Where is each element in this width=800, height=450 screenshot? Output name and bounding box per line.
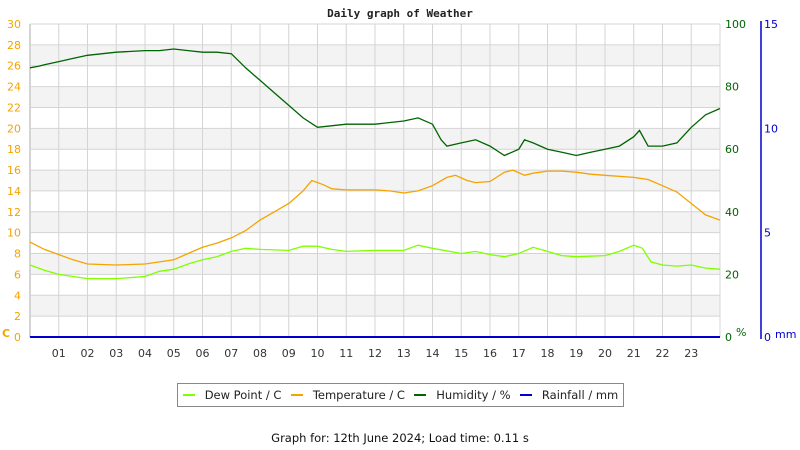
svg-text:24: 24: [7, 81, 21, 94]
rainfall-axis: 0 5 10 15 mm: [760, 18, 796, 344]
svg-text:22: 22: [656, 347, 670, 360]
svg-text:01: 01: [52, 347, 66, 360]
svg-text:18: 18: [7, 143, 21, 156]
legend-item-dew-point: Dew Point / C: [179, 388, 286, 402]
svg-text:20: 20: [7, 122, 21, 135]
svg-text:19: 19: [569, 347, 583, 360]
svg-text:03: 03: [109, 347, 123, 360]
svg-text:05: 05: [167, 347, 181, 360]
svg-text:06: 06: [196, 347, 210, 360]
svg-text:%: %: [736, 326, 746, 339]
legend: Dew Point / C Temperature / C Humidity /…: [177, 383, 624, 407]
svg-text:5: 5: [764, 227, 771, 240]
graph-footer: Graph for: 12th June 2024; Load time: 0.…: [271, 431, 529, 445]
legend-item-rainfall: Rainfall / mm: [516, 388, 622, 402]
svg-text:09: 09: [282, 347, 296, 360]
svg-text:12: 12: [7, 206, 21, 219]
svg-text:40: 40: [725, 206, 739, 219]
data-lines: [29, 48, 721, 338]
svg-text:100: 100: [725, 18, 746, 31]
svg-text:10: 10: [311, 347, 325, 360]
svg-text:4: 4: [14, 289, 21, 302]
svg-text:13: 13: [397, 347, 411, 360]
svg-text:07: 07: [224, 347, 238, 360]
svg-text:23: 23: [684, 347, 698, 360]
legend-label: Temperature / C: [312, 388, 405, 402]
dew-point-cline: [29, 244, 721, 280]
svg-text:80: 80: [725, 81, 739, 94]
svg-text:30: 30: [7, 18, 21, 31]
svg-text:08: 08: [253, 347, 267, 360]
svg-text:21: 21: [627, 347, 641, 360]
svg-text:16: 16: [7, 164, 21, 177]
legend-item-humidity: Humidity / %: [410, 388, 514, 402]
svg-text:11: 11: [339, 347, 353, 360]
rainfall-swatch-icon: [519, 394, 532, 396]
svg-text:6: 6: [14, 268, 21, 281]
humidity-swatch-icon: [414, 394, 427, 396]
svg-text:28: 28: [7, 39, 21, 52]
svg-text:14: 14: [426, 347, 440, 360]
temperature-swatch-icon: [290, 394, 303, 396]
humidity-line: [29, 48, 721, 157]
chart-title: Daily graph of Weather: [327, 7, 473, 20]
svg-text:20: 20: [598, 347, 612, 360]
svg-text:C: C: [2, 327, 10, 340]
svg-text:17: 17: [512, 347, 526, 360]
svg-text:0: 0: [725, 331, 732, 344]
plot-grid: [29, 23, 721, 338]
svg-text:0: 0: [764, 331, 771, 344]
svg-text:02: 02: [81, 347, 95, 360]
svg-text:mm: mm: [775, 328, 796, 341]
svg-text:2: 2: [14, 310, 21, 323]
svg-text:15: 15: [454, 347, 468, 360]
dew-point-swatch-icon: [182, 394, 195, 396]
svg-text:10: 10: [764, 122, 778, 135]
svg-text:22: 22: [7, 101, 21, 114]
temperature-cline: [29, 169, 721, 266]
legend-label: Dew Point / C: [204, 388, 282, 402]
legend-label: Rainfall / mm: [541, 388, 619, 402]
humidity-axis: 0 20 40 60 80 100%: [725, 18, 746, 344]
svg-text:10: 10: [7, 227, 21, 240]
svg-text:18: 18: [541, 347, 555, 360]
svg-text:16: 16: [483, 347, 497, 360]
svg-text:8: 8: [14, 248, 21, 261]
svg-text:26: 26: [7, 60, 21, 73]
hour-axis: 01 02 03 04 05 06 07 08 09 10 11 12 13 14 15 16 17 18 19 20…: [52, 347, 699, 360]
svg-text:04: 04: [138, 347, 152, 360]
svg-text:0: 0: [14, 331, 21, 344]
svg-text:60: 60: [725, 143, 739, 156]
legend-label: Humidity / %: [436, 388, 511, 402]
svg-text:20: 20: [725, 268, 739, 281]
svg-text:14: 14: [7, 185, 21, 198]
legend-item-temperature: Temperature / C: [287, 388, 409, 402]
svg-text:15: 15: [764, 18, 778, 31]
svg-text:12: 12: [368, 347, 382, 360]
